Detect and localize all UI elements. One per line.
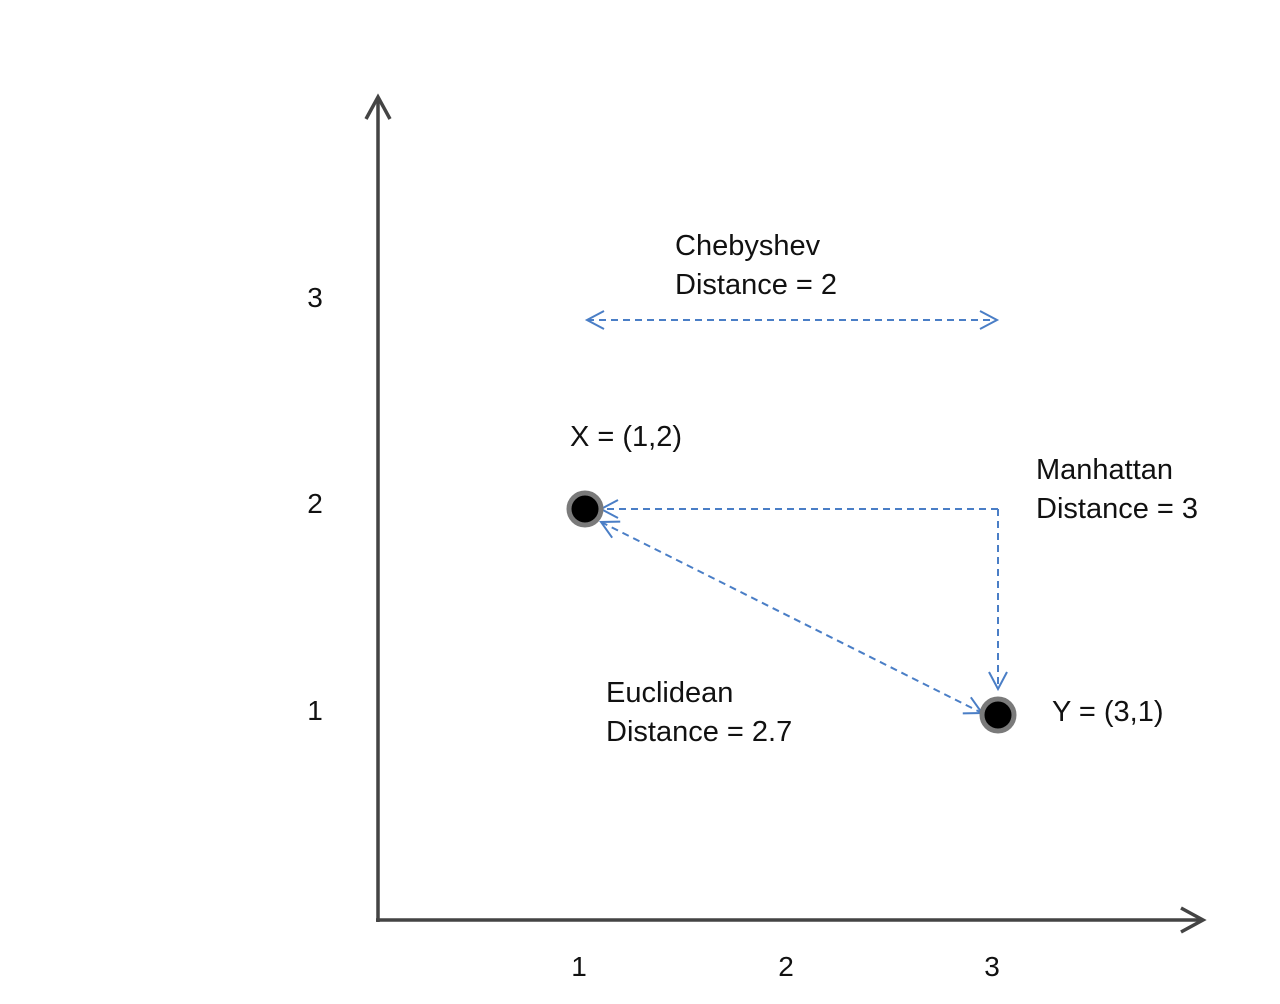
x-tick-label: 1 [571,951,587,982]
euclidean-title: Euclidean [606,677,733,709]
chebyshev-title: Chebyshev [675,230,821,262]
y-tick-label: 3 [307,282,323,313]
y-tick-label: 2 [307,488,323,519]
x-tick-label: 2 [778,951,794,982]
manhattan-distance: Distance = 3 [1036,493,1198,525]
point-y [979,696,1017,734]
point-y-label: Y = (3,1) [1052,696,1164,728]
y-tick-label: 1 [307,695,323,726]
x-tick-label: 3 [984,951,1000,982]
manhattan-title: Manhattan [1036,454,1173,486]
point-x [566,490,604,528]
point-x-label: X = (1,2) [570,421,682,453]
euclidean-distance: Distance = 2.7 [606,716,792,748]
chebyshev-distance: Distance = 2 [675,269,837,301]
